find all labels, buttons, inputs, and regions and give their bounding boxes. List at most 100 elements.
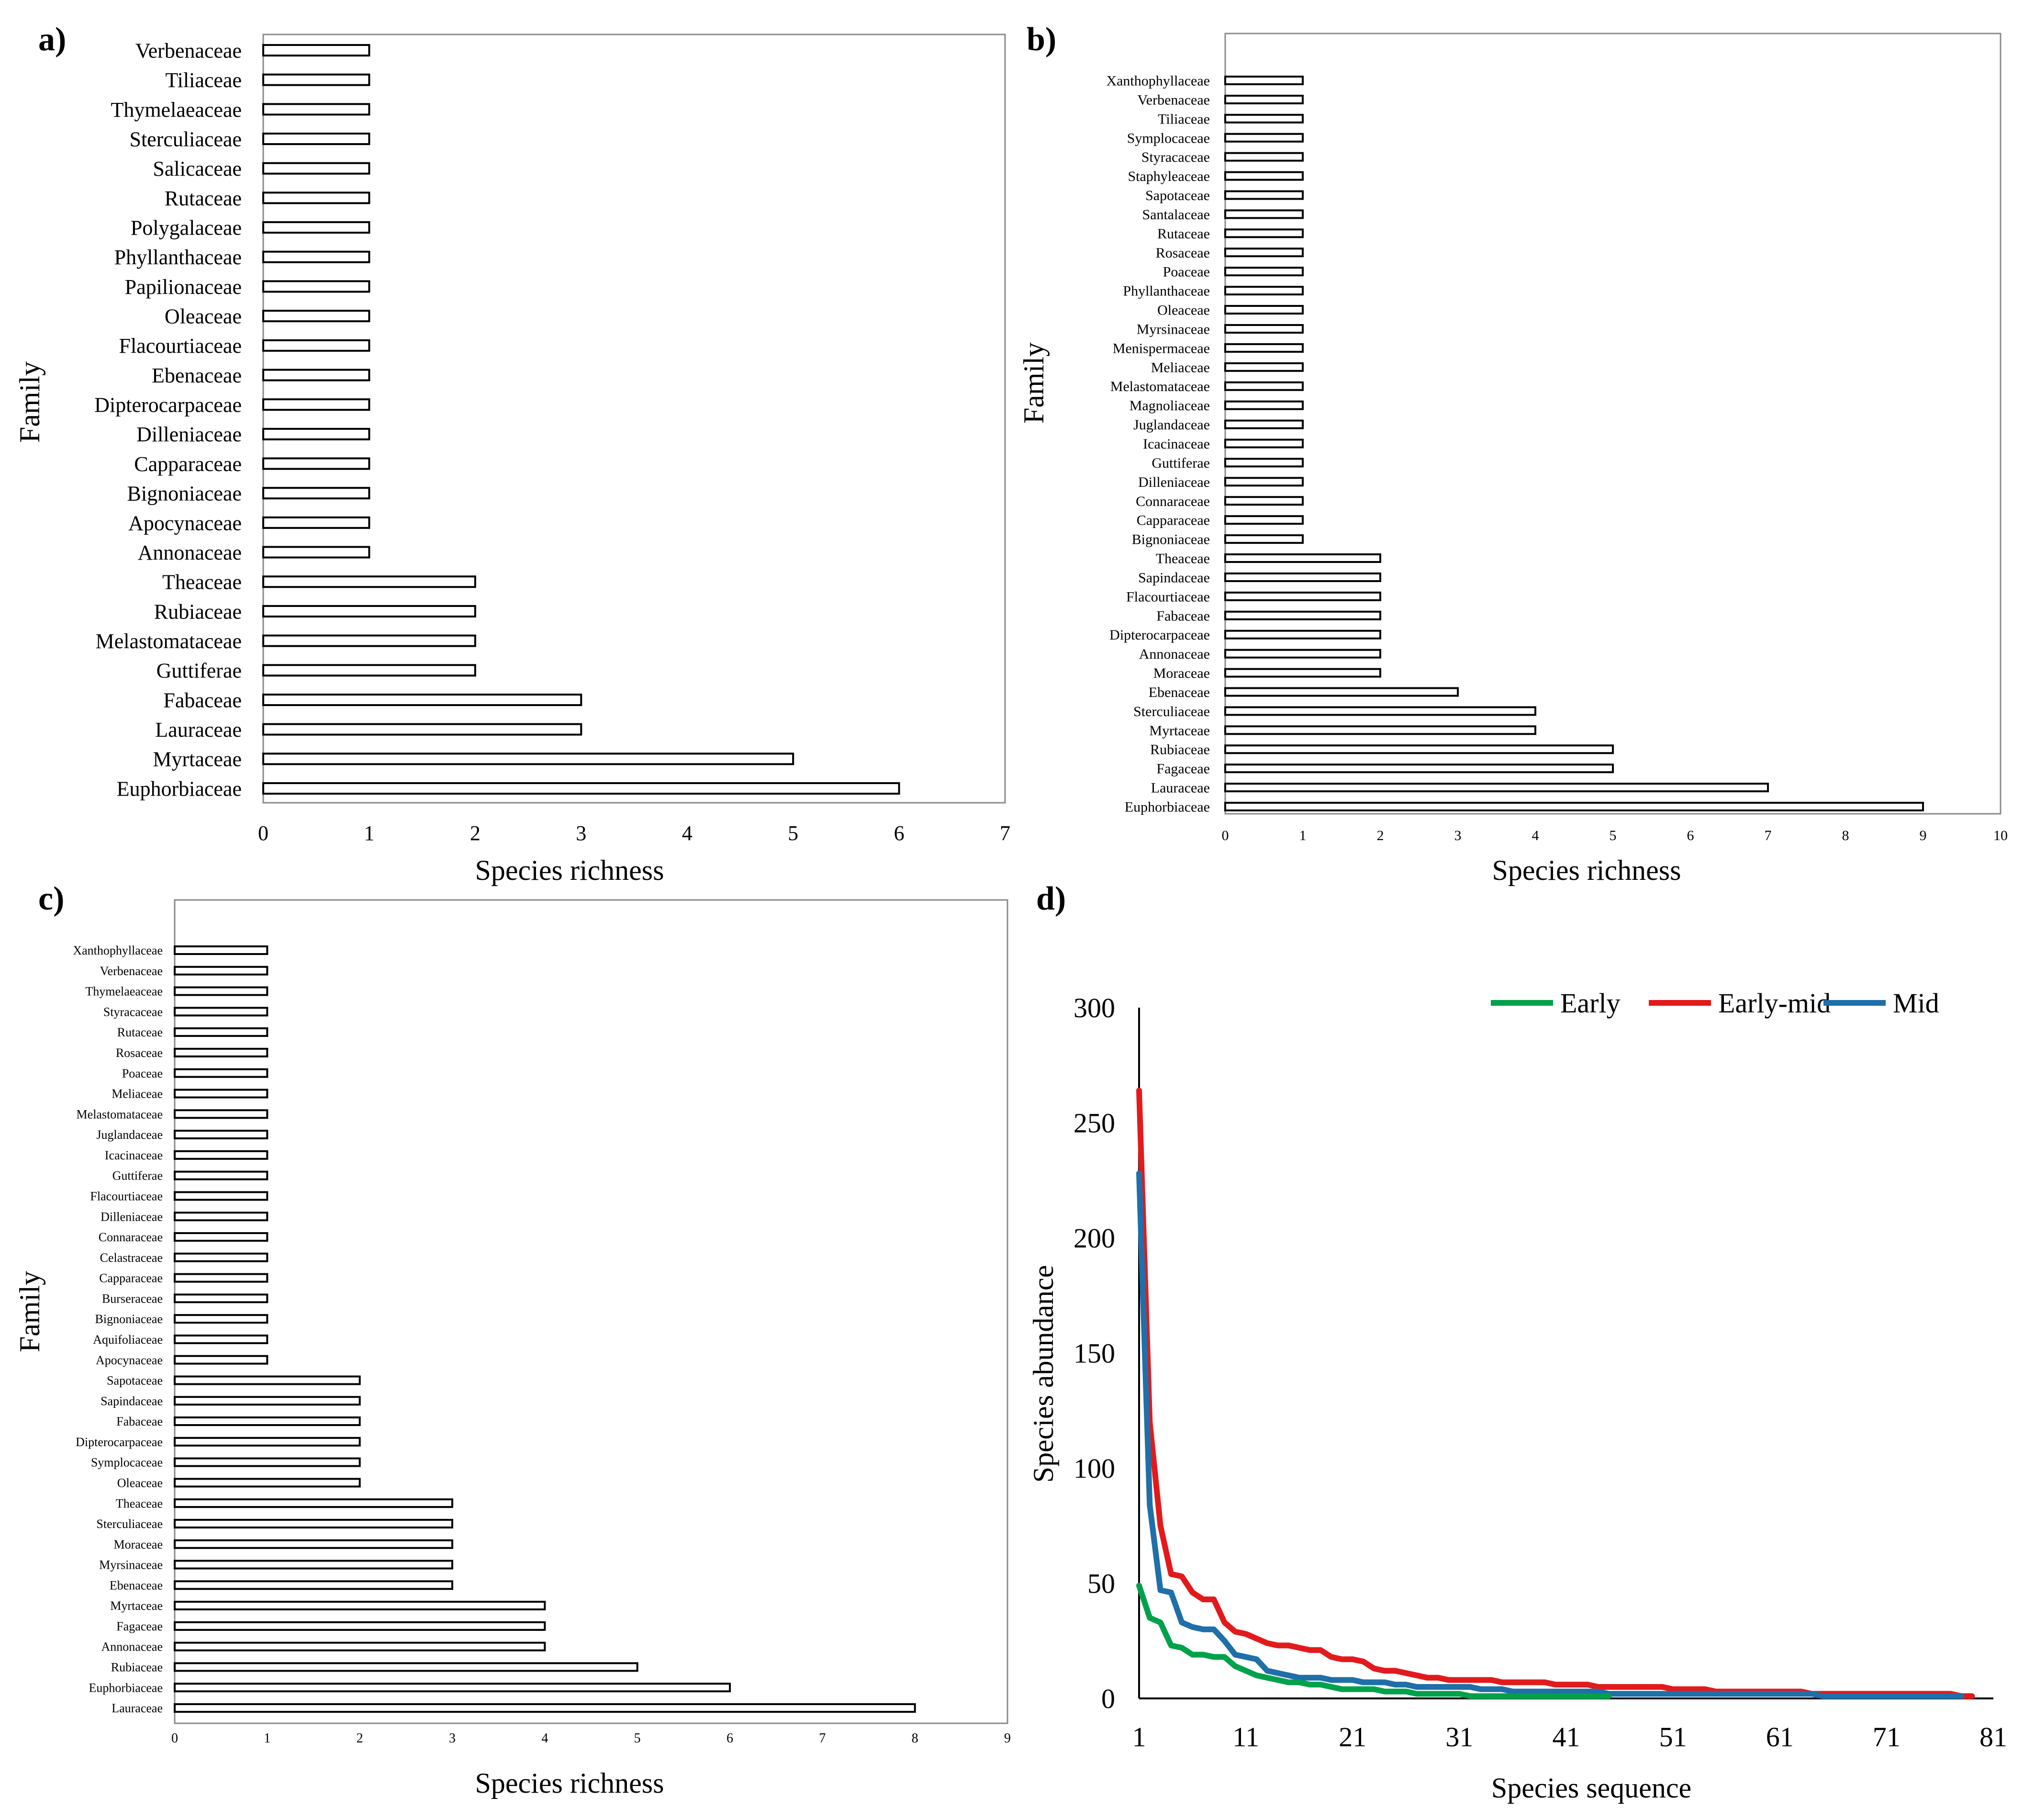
- panel-c-xtick-8: 8: [912, 1731, 918, 1746]
- panel-d-xtick-1: 1: [1132, 1721, 1146, 1753]
- panel-a-category-label-melastomataceae: Melastomataceae: [96, 629, 242, 653]
- panel-b-category-label-rosaceae: Rosaceae: [1156, 245, 1210, 261]
- panel-c-category-label-rosaceae: Rosaceae: [116, 1046, 163, 1060]
- panel-a-category-label-dipterocarpaceae: Dipterocarpaceae: [94, 393, 242, 417]
- panel-c-bar-thymelaeaceae: [174, 986, 268, 996]
- panel-a-bar-theaceae: [262, 575, 476, 588]
- panel-a-category-label-dilleniaceae: Dilleniaceae: [136, 423, 242, 446]
- panel-c-category-label-apocynaceae: Apocynaceae: [96, 1353, 163, 1367]
- panel-b-bar-phyllanthaceae: [1224, 286, 1304, 296]
- panel-c-bar-rosaceae: [174, 1047, 268, 1057]
- panel-b-bar-capparaceae: [1224, 515, 1304, 525]
- panel-d-ytick-100: 100: [1074, 1453, 1115, 1484]
- panel-a-category-label-euphorbiaceae: Euphorbiaceae: [117, 777, 242, 800]
- panel-c-category-label-fabaceae: Fabaceae: [116, 1415, 163, 1428]
- panel-b-bar-icacinaceae: [1224, 438, 1304, 449]
- panel-a: a) Family Species richness Verbenaceae Ti…: [14, 21, 1010, 886]
- panel-b-bar-lauraceae: [1224, 783, 1769, 793]
- panel-c-category-label-styracaceae: Styracaceae: [103, 1005, 163, 1019]
- panel-c-bar-icacinaceae: [174, 1150, 268, 1160]
- panel-b-bar-dipterocarpaceae: [1224, 629, 1381, 640]
- panel-c-bar-symplocaceae: [174, 1457, 361, 1467]
- panel-a-category-label-oleaceae: Oleaceae: [165, 305, 242, 328]
- panel-c-category-label-lauraceae: Lauraceae: [112, 1701, 163, 1715]
- panel-a-category-label-guttiferae: Guttiferae: [157, 659, 242, 683]
- panel-b-bar-tiliaceae: [1224, 113, 1304, 124]
- panel-c-category-label-burseraceae: Burseraceae: [102, 1292, 163, 1305]
- panel-b-xtick-1: 1: [1299, 828, 1307, 843]
- panel-c-plot-frame: [174, 899, 1008, 1724]
- panel-b-bar-rubiaceae: [1224, 744, 1614, 754]
- panel-a-bar-verbenaceae: [262, 44, 370, 56]
- panel-a-category-label-ebenaceae: Ebenaceae: [152, 364, 242, 387]
- panel-c-category-label-fagaceae: Fagaceae: [116, 1619, 163, 1633]
- panel-b-bar-meliaceae: [1224, 362, 1304, 372]
- panel-c-category-label-aquifoliaceae: Aquifoliaceae: [93, 1333, 163, 1347]
- panel-b-xtick-0: 0: [1222, 828, 1229, 843]
- panel-c-category-label-guttiferae: Guttiferae: [112, 1169, 163, 1183]
- panel-c-xtick-3: 3: [449, 1731, 456, 1746]
- panel-c-bar-rutaceae: [174, 1027, 268, 1037]
- panel-c-bar-dilleniaceae: [174, 1212, 268, 1222]
- panel-a-bar-papilionaceae: [262, 280, 370, 293]
- panel-c-bar-poaceae: [174, 1068, 268, 1078]
- panel-b-bar-theaceae: [1224, 553, 1381, 563]
- panel-a-category-label-papilionaceae: Papilionaceae: [125, 275, 242, 299]
- panel-a-category-label-thymelaeaceae: Thymelaeaceae: [111, 98, 242, 122]
- panel-b-category-label-rubiaceae: Rubiaceae: [1150, 742, 1210, 758]
- panel-d: d) Species abundance Species sequence 0 5…: [1028, 880, 2007, 1804]
- panel-b-category-label-xanthophyllaceae: Xanthophyllaceae: [1106, 73, 1210, 89]
- panel-a-category-label-rutaceae: Rutaceae: [165, 187, 242, 210]
- panel-d-xtick-11: 11: [1232, 1721, 1259, 1753]
- panel-b-bar-rosaceae: [1224, 247, 1304, 258]
- panel-b-category-label-myrsinaceae: Myrsinaceae: [1137, 321, 1210, 337]
- panel-b-xlabel: Species richness: [1492, 854, 1681, 886]
- panel-a-bar-rutaceae: [262, 191, 370, 204]
- panel-c-category-label-annonaceae: Annonaceae: [101, 1640, 163, 1654]
- panel-a-category-label-apocynaceae: Apocynaceae: [128, 511, 242, 535]
- panel-a-category-label-capparaceae: Capparaceae: [134, 452, 242, 476]
- panel-a-category-label-rubiaceae: Rubiaceae: [154, 600, 242, 623]
- panel-b-xtick-4: 4: [1532, 828, 1539, 843]
- panel-c-category-label-flacourtiaceae: Flacourtiaceae: [90, 1190, 163, 1203]
- panel-c-category-label-rubiaceae: Rubiaceae: [111, 1661, 163, 1674]
- panel-b-category-label-rutaceae: Rutaceae: [1157, 226, 1210, 242]
- panel-d-series-line-early-mid: [1136, 1088, 1975, 1699]
- panel-a-bar-thymelaeaceae: [262, 103, 370, 116]
- panel-d-series-line-early: [1136, 1583, 1612, 1699]
- panel-b-category-label-sapotaceae: Sapotaceae: [1145, 188, 1210, 203]
- panel-a-xtick-0: 0: [258, 821, 268, 845]
- panel-c-bar-meliaceae: [174, 1089, 268, 1099]
- panel-c-bar-fagaceae: [174, 1621, 546, 1631]
- panel-c-category-label-bignoniaceae: Bignoniaceae: [95, 1312, 163, 1326]
- panel-a-xlabel: Species richness: [475, 854, 664, 886]
- panel-c-category-label-verbenaceae: Verbenaceae: [100, 964, 163, 978]
- panel-a-bar-flacourtiaceae: [262, 339, 370, 352]
- panel-d-xtick-61: 61: [1766, 1721, 1794, 1753]
- panel-a-category-label-flacourtiaceae: Flacourtiaceae: [119, 334, 242, 358]
- panel-a-label: a): [38, 21, 66, 58]
- panel-c-bar-rubiaceae: [174, 1662, 638, 1672]
- panel-c-bar-ebenaceae: [174, 1580, 453, 1590]
- panel-b-bar-poaceae: [1224, 267, 1304, 277]
- panel-b-bar-fagaceae: [1224, 764, 1614, 774]
- panel-b-category-label-sterculiaceae: Sterculiaceae: [1133, 704, 1210, 719]
- panel-c-category-label-oleaceae: Oleaceae: [117, 1476, 163, 1490]
- panel-c-bar-capparaceae: [174, 1273, 268, 1283]
- panel-c-category-label-melastomataceae: Melastomataceae: [77, 1107, 163, 1121]
- panel-c-bar-connaraceae: [174, 1232, 268, 1242]
- panel-a-category-label-polygalaceae: Polygalaceae: [131, 216, 242, 239]
- panel-b-xtick-3: 3: [1454, 828, 1462, 843]
- panel-c-category-label-connaraceae: Connaraceae: [99, 1230, 163, 1244]
- panel-c-bar-celastraceae: [174, 1252, 268, 1262]
- panel-a-xtick-6: 6: [894, 821, 905, 845]
- panel-b-category-label-phyllanthaceae: Phyllanthaceae: [1123, 283, 1210, 299]
- panel-c-bar-guttiferae: [174, 1170, 268, 1180]
- panel-b-bar-melastomataceae: [1224, 381, 1304, 391]
- panel-c-bar-euphorbiaceae: [174, 1683, 731, 1693]
- panel-b-bar-symplocaceae: [1224, 133, 1304, 143]
- panel-c-xtick-6: 6: [727, 1731, 733, 1746]
- panel-d-legend-label-early: Early: [1560, 988, 1621, 1019]
- panel-a-bar-dipterocarpaceae: [262, 398, 370, 411]
